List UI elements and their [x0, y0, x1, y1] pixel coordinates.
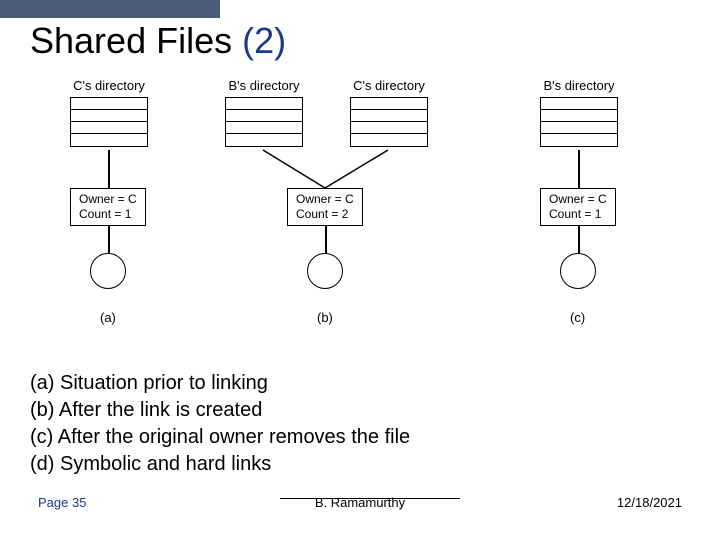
- owner-text: Owner = C: [79, 192, 137, 207]
- connector-line: [108, 150, 110, 188]
- dir-table: [70, 97, 148, 147]
- info-box-b: Owner = C Count = 2: [287, 188, 363, 226]
- dir-table: [225, 97, 303, 147]
- panel-label-a: (a): [100, 310, 116, 325]
- file-node-circle: [560, 253, 596, 289]
- owner-text: Owner = C: [296, 192, 354, 207]
- caption-block: (a) Situation prior to linking (b) After…: [30, 370, 410, 478]
- caption-a: (a) Situation prior to linking: [30, 370, 410, 397]
- connector-line: [325, 226, 327, 253]
- slide-title: Shared Files (2): [30, 20, 286, 62]
- panel-a-col-c: C's directory: [70, 78, 148, 147]
- connector-line: [108, 226, 110, 253]
- panel-b-col-c: C's directory: [350, 78, 428, 147]
- panel-b-col-b: B's directory: [225, 78, 303, 147]
- caption-b: (b) After the link is created: [30, 397, 410, 424]
- dir-label: B's directory: [225, 78, 303, 93]
- count-text: Count = 1: [79, 207, 137, 222]
- caption-c: (c) After the original owner removes the…: [30, 424, 410, 451]
- title-part-2: (2): [242, 20, 286, 61]
- footer-date: 12/18/2021: [617, 495, 682, 510]
- title-part-1: Shared Files: [30, 20, 242, 61]
- dir-label: B's directory: [540, 78, 618, 93]
- caption-d: (d) Symbolic and hard links: [30, 451, 410, 478]
- dir-table: [350, 97, 428, 147]
- connector-line: [578, 226, 580, 253]
- dir-table: [540, 97, 618, 147]
- panel-c-col-b: B's directory: [540, 78, 618, 147]
- diagram-area: C's directory Owner = C Count = 1 (a) B'…: [50, 78, 690, 338]
- owner-text: Owner = C: [549, 192, 607, 207]
- file-node-circle: [90, 253, 126, 289]
- dir-label: C's directory: [70, 78, 148, 93]
- info-box-c: Owner = C Count = 1: [540, 188, 616, 226]
- file-node-circle: [307, 253, 343, 289]
- panel-label-b: (b): [317, 310, 333, 325]
- count-text: Count = 2: [296, 207, 354, 222]
- footer-author: B. Ramamurthy: [0, 495, 720, 510]
- connector-svg: [225, 148, 435, 193]
- topbar-accent: [0, 0, 220, 18]
- dir-label: C's directory: [350, 78, 428, 93]
- connector-line: [578, 150, 580, 188]
- info-box-a: Owner = C Count = 1: [70, 188, 146, 226]
- panel-label-c: (c): [570, 310, 585, 325]
- count-text: Count = 1: [549, 207, 607, 222]
